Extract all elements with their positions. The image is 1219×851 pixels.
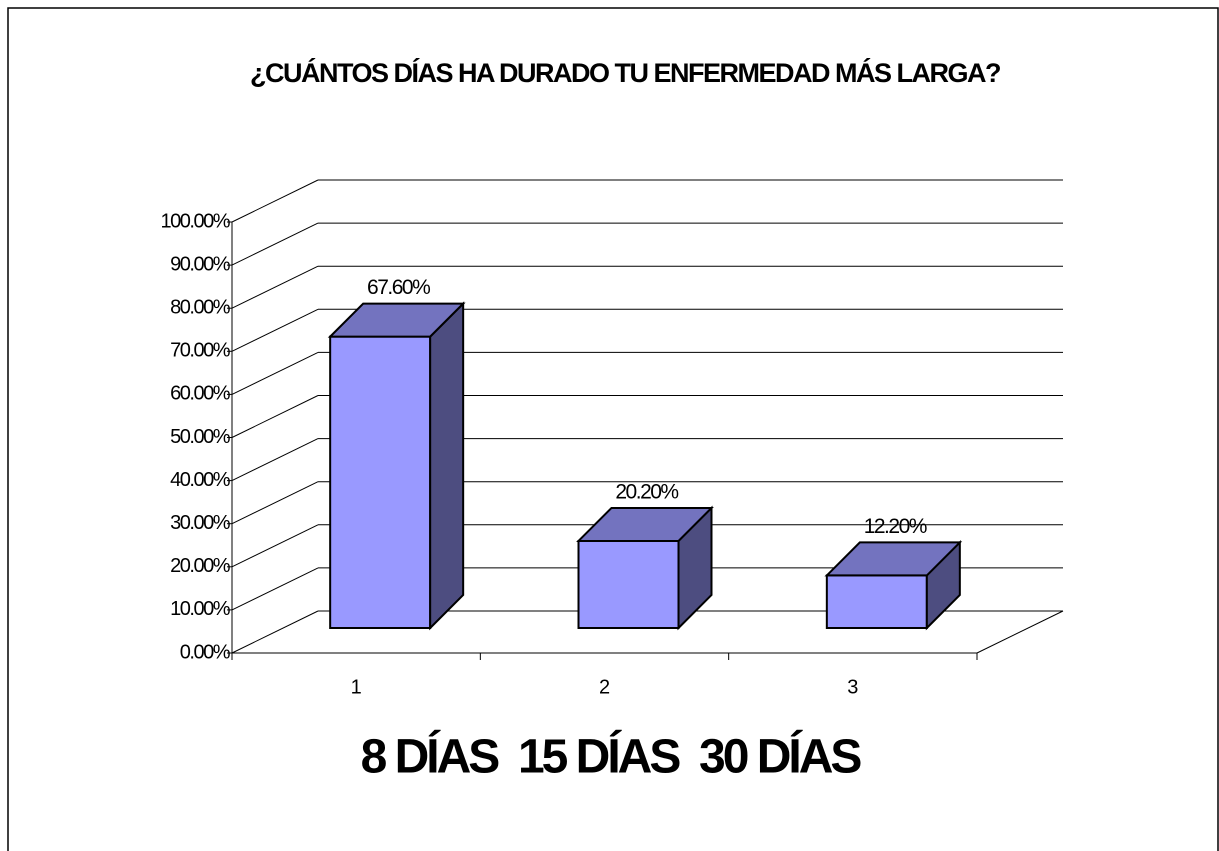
- y-tick-label: 100.00%: [161, 210, 231, 232]
- y-tick-label: 80.00%: [170, 296, 231, 318]
- grid-line: [231, 222, 319, 266]
- bar-front: [577, 539, 680, 629]
- y-tick-label: 60.00%: [170, 383, 231, 405]
- grid-line: [231, 610, 319, 654]
- data-label: 12.20%: [864, 515, 927, 538]
- grid-line: [231, 308, 319, 352]
- y-tick-label: 20.00%: [170, 555, 231, 577]
- bar-front: [825, 574, 928, 629]
- bar-top: [327, 302, 466, 338]
- y-tick-label: 70.00%: [170, 340, 231, 362]
- chart-border: [7, 7, 1219, 851]
- y-tick-label: 30.00%: [170, 512, 231, 534]
- bar: [576, 505, 714, 631]
- data-label: 20.20%: [615, 480, 678, 503]
- grid-line: [231, 265, 319, 309]
- grid-line: [231, 395, 319, 438]
- bar: [327, 301, 466, 631]
- data-label: 67.60%: [367, 276, 430, 299]
- x-tick-label: 2: [599, 676, 610, 698]
- y-tick-label: 0.00%: [180, 641, 231, 663]
- grid-line: [231, 179, 319, 223]
- floor-right-edge: [976, 610, 1064, 654]
- bar-side: [429, 301, 465, 631]
- grid-line: [231, 438, 319, 482]
- y-tick-label: 10.00%: [170, 598, 231, 620]
- grid-line: [231, 481, 319, 525]
- grid-line: [231, 567, 319, 611]
- bar: [824, 540, 963, 631]
- x-axis-label: 8 DÍAS 15 DÍAS 30 DÍAS: [361, 730, 862, 784]
- bar-front: [329, 335, 432, 629]
- bar-top: [824, 541, 963, 577]
- y-tick-label: 40.00%: [170, 469, 231, 491]
- grid-line: [231, 524, 319, 568]
- chart-title: ¿CUÁNTOS DÍAS HA DURADO TU ENFERMEDAD MÁ…: [250, 57, 1000, 88]
- x-tick-label: 1: [351, 676, 362, 698]
- x-tick-label: 3: [847, 676, 858, 698]
- y-tick-label: 50.00%: [170, 426, 231, 448]
- grid-line: [231, 351, 319, 395]
- bar-top: [576, 506, 714, 542]
- y-tick-label: 90.00%: [170, 253, 231, 275]
